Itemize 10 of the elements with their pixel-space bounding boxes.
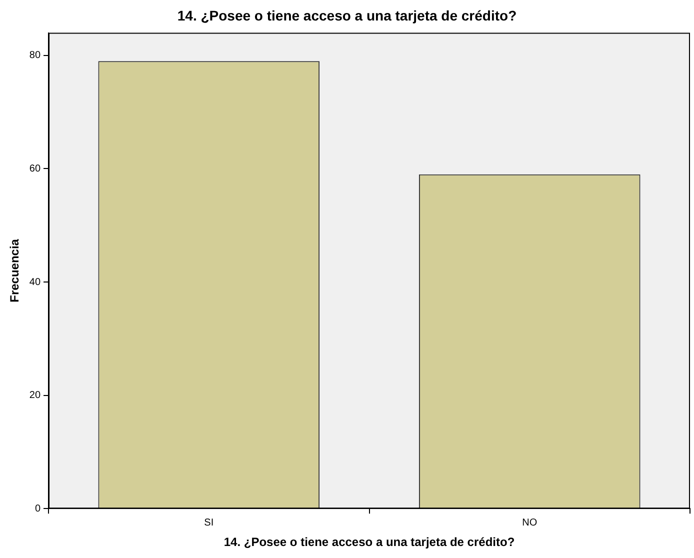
y-tick-label: 20 (29, 390, 41, 402)
y-tick-label: 60 (29, 163, 41, 174)
chart-title: 14. ¿Posee o tiene acceso a una tarjeta de crédito? (177, 7, 517, 24)
x-tick-label: NO (522, 517, 538, 528)
y-tick-label: 40 (29, 276, 41, 288)
y-axis-title: Frecuencia (8, 238, 22, 302)
y-tick-label: 80 (29, 50, 41, 62)
y-tick-label: 0 (34, 503, 41, 514)
x-axis-title: 14. ¿Posee o tiene acceso a una tarjeta de crédito? (224, 535, 515, 550)
x-tick-label: SI (204, 517, 214, 528)
